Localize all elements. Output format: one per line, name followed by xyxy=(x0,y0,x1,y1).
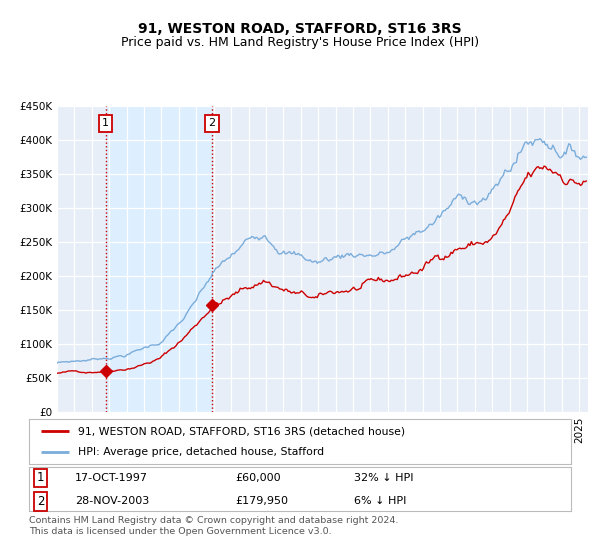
Text: 91, WESTON ROAD, STAFFORD, ST16 3RS: 91, WESTON ROAD, STAFFORD, ST16 3RS xyxy=(138,22,462,36)
Text: 32% ↓ HPI: 32% ↓ HPI xyxy=(354,473,414,483)
Text: 2: 2 xyxy=(37,494,44,507)
Text: £179,950: £179,950 xyxy=(235,496,288,506)
Text: 1: 1 xyxy=(102,118,109,128)
Text: 91, WESTON ROAD, STAFFORD, ST16 3RS (detached house): 91, WESTON ROAD, STAFFORD, ST16 3RS (det… xyxy=(77,426,405,436)
Text: 28-NOV-2003: 28-NOV-2003 xyxy=(75,496,149,506)
Text: Contains HM Land Registry data © Crown copyright and database right 2024.
This d: Contains HM Land Registry data © Crown c… xyxy=(29,516,398,536)
Bar xyxy=(106,106,212,412)
Text: £60,000: £60,000 xyxy=(235,473,281,483)
Text: Price paid vs. HM Land Registry's House Price Index (HPI): Price paid vs. HM Land Registry's House … xyxy=(121,36,479,49)
Text: 2: 2 xyxy=(208,118,215,128)
Text: 6% ↓ HPI: 6% ↓ HPI xyxy=(354,496,407,506)
Text: 1: 1 xyxy=(37,472,44,484)
Text: HPI: Average price, detached house, Stafford: HPI: Average price, detached house, Staf… xyxy=(77,447,324,458)
Text: 17-OCT-1997: 17-OCT-1997 xyxy=(75,473,148,483)
